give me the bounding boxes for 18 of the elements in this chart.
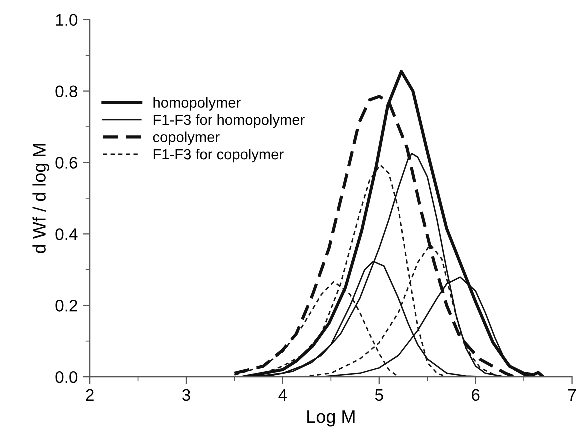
x-tick-label: 6 — [472, 389, 480, 402]
y-tick-label: 0.4 — [56, 228, 78, 240]
y-tick-label: 0.0 — [56, 371, 78, 384]
x-tick-label: 5 — [375, 389, 384, 402]
legend-label: F1-F3 for homopolymer — [154, 114, 305, 128]
x-tick-label: 7 — [568, 389, 576, 401]
y-axis-title: d Wf / d log M — [32, 144, 50, 254]
x-tick-label: 3 — [182, 389, 190, 402]
y-tick-label: 0.8 — [56, 86, 78, 98]
x-tick-label: 4 — [278, 389, 288, 401]
legend-label: homopolymer — [154, 97, 241, 111]
x-axis-title: Log M — [308, 410, 355, 427]
legend-label: copolymer — [153, 132, 220, 146]
legend-label: F1-F3 for copolymer — [154, 148, 284, 163]
y-tick-label: 1.0 — [56, 14, 78, 26]
x-tick-label: 2 — [86, 389, 94, 401]
y-tick-label: 0.6 — [56, 157, 78, 169]
y-tick-label: 0.2 — [56, 300, 78, 312]
